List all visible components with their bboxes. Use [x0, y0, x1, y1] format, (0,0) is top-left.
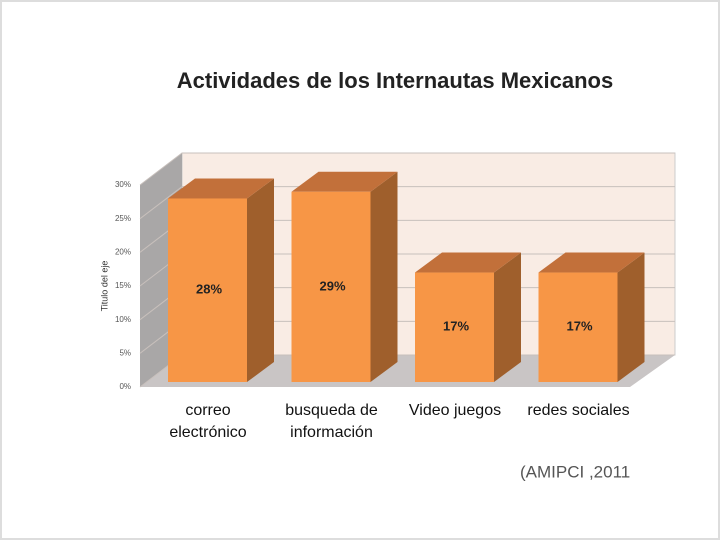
bar — [291, 191, 371, 382]
bar — [415, 272, 494, 382]
value-label: 28% — [196, 282, 222, 297]
y-tick-label: 15% — [115, 281, 131, 290]
bar-top — [415, 252, 521, 273]
y-tick-label: 10% — [115, 315, 131, 324]
y-tick-label: 20% — [115, 247, 131, 256]
bar-side — [617, 252, 645, 382]
y-tick-label: 25% — [115, 214, 131, 223]
grid-line — [139, 186, 183, 220]
value-label: 17% — [443, 319, 469, 334]
bar — [538, 272, 618, 382]
y-tick-label: 30% — [115, 180, 131, 189]
bar — [168, 198, 247, 382]
bar-top — [538, 252, 645, 273]
x-tick-label: redes sociales — [527, 402, 630, 419]
grid-line — [139, 152, 183, 186]
bar-top — [168, 178, 274, 199]
bar-top — [291, 171, 398, 192]
y-axis-label: Titulo del eje — [99, 261, 109, 312]
y-tick-label: 5% — [119, 348, 131, 357]
value-label: 17% — [566, 319, 592, 334]
y-tick-label: 0% — [119, 382, 131, 391]
bar-side — [370, 171, 398, 382]
source: (AMIPCI ,2011 — [520, 462, 630, 481]
x-tick-label: correo electrónico — [169, 402, 247, 441]
value-label: 29% — [319, 278, 345, 293]
chart-title: Actividades de los Internautas Mexicanos — [177, 68, 613, 93]
bar-side — [494, 252, 521, 382]
x-tick-label: busqueda de información — [285, 402, 378, 441]
x-tick-label: Video juegos — [408, 402, 502, 419]
bar-side — [247, 178, 274, 382]
